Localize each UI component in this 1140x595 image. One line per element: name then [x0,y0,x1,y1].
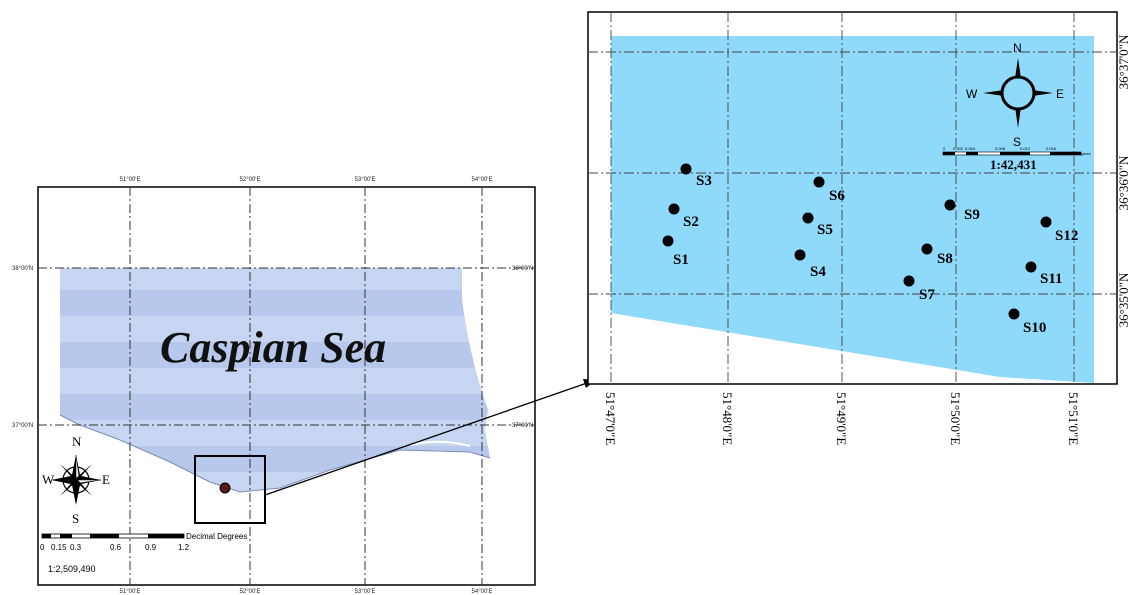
station-s1-point [662,235,674,247]
overview-scale-label: 0 [40,543,45,552]
detail-lat-label: 36°37'0"N [1116,34,1131,89]
overview-scale-label: 0.15 [51,543,67,552]
detail-scale-unit: Decimal Degrees [1060,151,1091,156]
overview-bottom-tick: 53°00'E [355,589,376,595]
compass-n-label: N [72,434,82,449]
overview-bottom-tick: 54°00'E [472,589,493,595]
station-s3-point [680,163,692,175]
overview-top-tick: 52°00'E [240,177,261,183]
station-s2-point [668,203,680,215]
gorgan-bay-spit [409,440,471,447]
station-label: S5 [817,222,833,238]
compass-e-label: E [1056,87,1064,101]
station-s8-point [921,243,933,255]
station-label: S12 [1055,228,1078,244]
detail-scale-label: 0.016 [1046,146,1057,151]
overview-scale-ratio: 1:2,509,490 [48,564,96,574]
detail-scale-bar [942,151,1082,156]
station-s7-point [903,275,915,287]
station-s6-point [813,176,825,188]
station-label: S4 [810,264,826,280]
compass-e-label: E [102,472,110,487]
compass-n-label: N [1013,41,1022,55]
overview-right-tick: 38°00'N [512,266,533,272]
overview-scale-bar [41,533,185,539]
stations [662,163,1052,320]
detail-scale-label: 0.002 [953,146,964,151]
overview-left-tick: 38°00'N [12,266,33,272]
overview-top-tick: 51°00'E [120,177,141,183]
study-area-marker [219,482,231,494]
detail-lat-label: 36°35'0"N [1116,272,1131,327]
overview-graticule [38,187,535,585]
detail-scale-label: 0.008 [995,146,1006,151]
station-label: S8 [937,251,953,267]
detail-lon-label: 51°50'0"E [948,392,963,445]
connector-line [264,382,588,496]
compass-s-label: S [1013,135,1021,149]
overview-top-tick: 54°00'E [472,177,493,183]
overview-top-tick: 53°00'E [355,177,376,183]
detail-lon-label: 51°47'0"E [603,392,618,445]
overview-scale-label: 0.9 [145,543,157,552]
station-s10-point [1008,308,1020,320]
station-s5-point [802,212,814,224]
detail-lat-label: 36°36'0"N [1116,155,1131,210]
overview-bottom-tick: 51°00'E [120,589,141,595]
sea-title: Caspian Sea [160,323,386,372]
station-label: S10 [1023,320,1046,336]
overview-scale-label: 1.2 [178,543,190,552]
compass-w-label: W [966,87,978,101]
station-label: S2 [683,214,699,230]
detail-scale-label: 0 [943,146,946,151]
station-s12-point [1040,216,1052,228]
overview-bottom-tick: 52°00'E [240,589,261,595]
compass-w-label: W [42,472,55,487]
southern-coastline [59,414,491,493]
detail-map: 51°47'0"E 51°48'0"E 51°49'0"E 51°50'0"E … [587,11,1131,445]
overview-right-tick: 37°00'N [512,423,533,429]
compass-rose-icon [983,58,1053,128]
station-s4-point [794,249,806,261]
detail-lon-label: 51°51'0"E [1066,392,1081,445]
station-label: S3 [696,173,712,189]
overview-left-tick: 37°00'N [12,423,33,429]
overview-scale-unit: Decimal Degrees [186,532,247,541]
compass-s-label: S [72,511,79,526]
station-s9-point [944,199,956,211]
overview-map: 51°00'E 52°00'E 53°00'E 54°00'E 51°00'E … [12,177,536,595]
station-label: S9 [964,207,980,223]
detail-lon-label: 51°49'0"E [834,392,849,445]
station-label: S7 [919,287,935,303]
station-s11-point [1025,261,1037,273]
overview-scale-label: 0.6 [110,543,122,552]
station-label: S11 [1040,271,1063,287]
detail-scale-ratio: 1:42,431 [990,157,1037,172]
compass-rose-icon [51,454,102,505]
detail-graticule [588,12,1117,384]
detail-scale-label: 0.012 [1020,146,1031,151]
station-label: S6 [829,188,845,204]
study-area-box [194,455,266,524]
study-area-sea [611,36,1094,383]
detail-scale-label: 0.004 [965,146,976,151]
detail-lon-label: 51°48'0"E [720,392,735,445]
station-label: S1 [673,252,689,268]
overview-scale-label: 0.3 [70,543,82,552]
